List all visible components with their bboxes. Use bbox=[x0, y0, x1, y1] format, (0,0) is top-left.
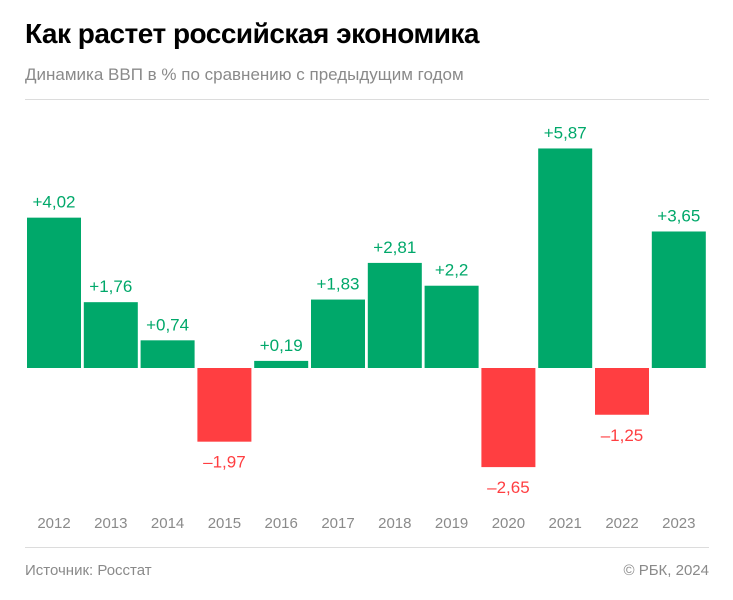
data-label-2015: –1,97 bbox=[203, 453, 246, 472]
bar-2013 bbox=[83, 302, 138, 368]
data-label-2021: +5,87 bbox=[544, 123, 587, 142]
header-divider bbox=[25, 99, 709, 100]
data-label-2022: –1,25 bbox=[601, 426, 644, 445]
x-tick-label: 2021 bbox=[549, 515, 582, 532]
source-note: Источник: Росстат bbox=[25, 562, 152, 579]
x-tick-label: 2015 bbox=[208, 515, 241, 532]
bar-2019 bbox=[424, 285, 479, 368]
bar-2015 bbox=[197, 368, 252, 442]
bar-2021 bbox=[538, 148, 593, 368]
x-tick-label: 2019 bbox=[435, 515, 468, 532]
data-label-2017: +1,83 bbox=[316, 275, 359, 294]
x-tick-label: 2020 bbox=[492, 515, 525, 532]
x-tick-label: 2013 bbox=[94, 515, 127, 532]
bar-2018 bbox=[367, 262, 422, 368]
chart-title: Как растет российская экономика bbox=[25, 18, 480, 49]
bar-2023 bbox=[651, 231, 706, 368]
data-label-2023: +3,65 bbox=[657, 206, 700, 225]
bar-2016 bbox=[254, 360, 309, 368]
bar-2012 bbox=[27, 217, 81, 368]
x-tick-label: 2023 bbox=[662, 515, 695, 532]
bar-2022 bbox=[595, 368, 649, 415]
x-tick-label: 2022 bbox=[605, 515, 638, 532]
data-label-2013: +1,76 bbox=[89, 277, 132, 296]
data-label-2016: +0,19 bbox=[260, 336, 303, 355]
data-label-2014: +0,74 bbox=[146, 315, 189, 334]
bar-2017 bbox=[311, 299, 365, 368]
data-label-2012: +4,02 bbox=[32, 193, 75, 212]
footer-divider bbox=[25, 547, 709, 548]
copyright: © РБК, 2024 bbox=[623, 562, 709, 579]
x-tick-label: 2014 bbox=[151, 515, 184, 532]
data-label-2018: +2,81 bbox=[373, 238, 416, 257]
bar-chart: +4,02 2012 +1,76 2013 +0,74 2014 –1,97 2015 +0,1… bbox=[27, 123, 706, 532]
data-label-2020: –2,65 bbox=[487, 478, 530, 497]
x-tick-label: 2012 bbox=[37, 515, 70, 532]
bar-2020 bbox=[481, 368, 536, 468]
x-tick-label: 2016 bbox=[265, 515, 298, 532]
chart-subtitle: Динамика ВВП в % по сравнению с предыдущ… bbox=[25, 65, 464, 84]
data-label-2019: +2,2 bbox=[435, 261, 469, 280]
bar-2014 bbox=[140, 340, 195, 368]
x-tick-label: 2017 bbox=[321, 515, 354, 532]
x-tick-label: 2018 bbox=[378, 515, 411, 532]
